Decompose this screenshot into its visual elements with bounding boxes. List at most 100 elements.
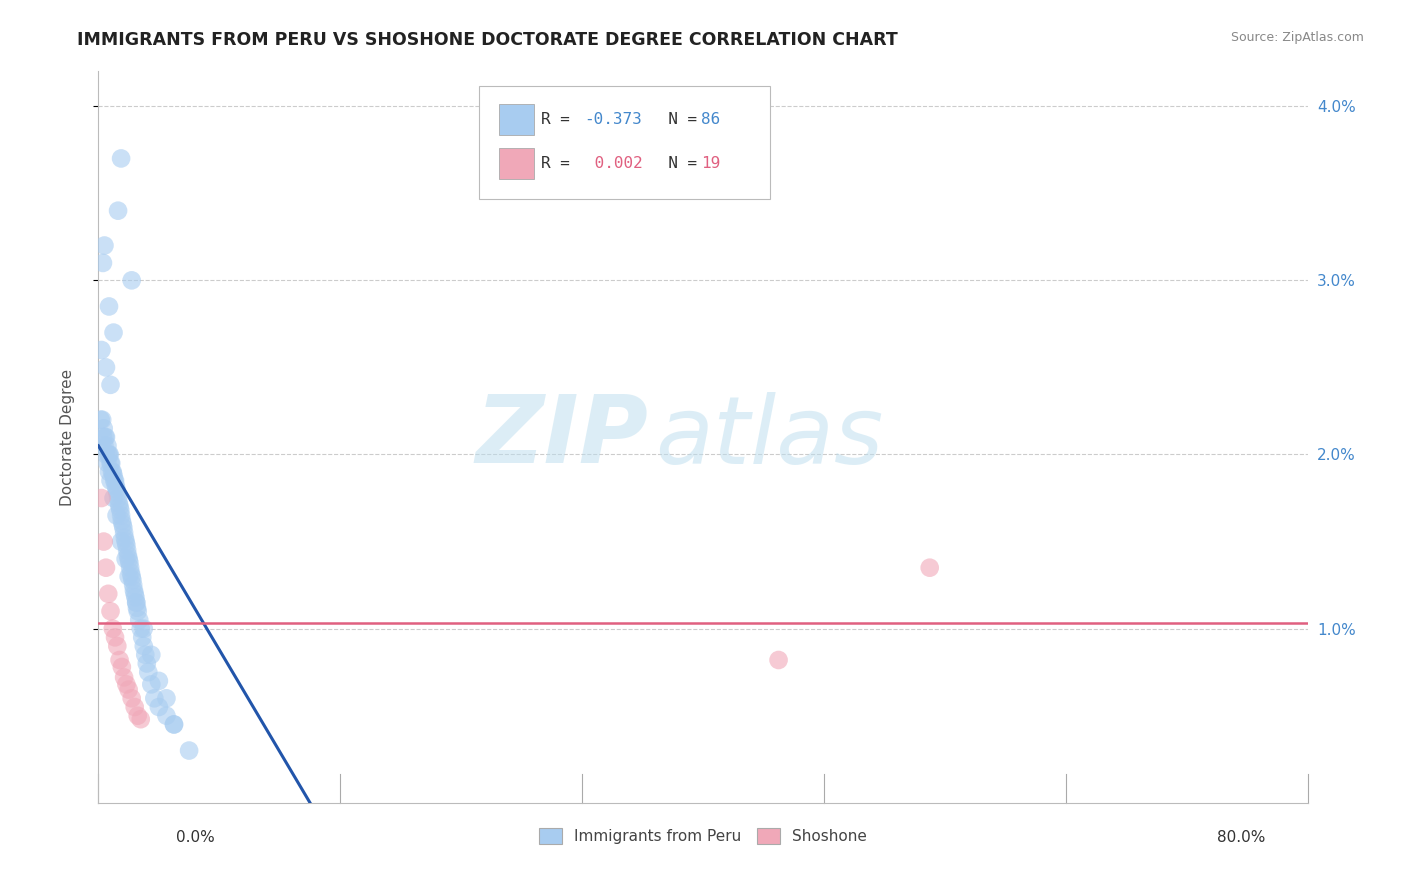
Text: IMMIGRANTS FROM PERU VS SHOSHONE DOCTORATE DEGREE CORRELATION CHART: IMMIGRANTS FROM PERU VS SHOSHONE DOCTORA… xyxy=(77,31,898,49)
Point xyxy=(100,456,122,470)
Point xyxy=(136,665,159,680)
Point xyxy=(104,631,127,645)
Point xyxy=(100,456,122,470)
Point xyxy=(121,569,143,583)
Point xyxy=(110,534,132,549)
Point xyxy=(120,560,142,574)
Point xyxy=(122,578,145,592)
Point xyxy=(104,474,127,488)
Point xyxy=(97,448,120,462)
Point xyxy=(103,468,125,483)
Point xyxy=(129,622,152,636)
Point xyxy=(103,491,125,505)
Text: ZIP: ZIP xyxy=(475,391,648,483)
Text: N =: N = xyxy=(648,112,706,128)
Point xyxy=(91,430,114,444)
Point xyxy=(100,377,122,392)
Point xyxy=(114,531,136,545)
Point xyxy=(110,503,132,517)
Point xyxy=(98,300,121,314)
Point xyxy=(125,595,148,609)
Point xyxy=(103,326,125,340)
Point xyxy=(141,677,163,691)
Point xyxy=(97,587,120,601)
Y-axis label: Doctorate Degree: Doctorate Degree xyxy=(60,368,75,506)
Point xyxy=(112,521,135,535)
Point xyxy=(105,485,128,500)
Text: 0.002: 0.002 xyxy=(585,156,643,171)
Point xyxy=(115,538,138,552)
Point xyxy=(118,682,141,697)
Point xyxy=(101,622,124,636)
Point xyxy=(94,560,117,574)
Point xyxy=(94,360,117,375)
Point xyxy=(118,556,141,570)
Point xyxy=(90,343,112,357)
Point xyxy=(155,691,177,706)
Point xyxy=(98,448,121,462)
Text: atlas: atlas xyxy=(655,392,883,483)
Text: 80.0%: 80.0% xyxy=(1218,830,1265,845)
Point xyxy=(101,465,124,479)
Point xyxy=(117,549,139,563)
Point xyxy=(128,613,150,627)
Point xyxy=(155,708,177,723)
Point xyxy=(127,604,149,618)
Point xyxy=(100,604,122,618)
Point xyxy=(96,456,118,470)
Text: R =: R = xyxy=(541,112,579,128)
Point xyxy=(107,491,129,505)
Point xyxy=(121,273,143,287)
Point xyxy=(143,691,166,706)
Point xyxy=(121,573,143,587)
Point xyxy=(114,552,136,566)
Point xyxy=(118,569,141,583)
Point xyxy=(90,412,112,426)
Text: 19: 19 xyxy=(700,156,720,171)
Point xyxy=(768,653,790,667)
Point xyxy=(105,508,128,523)
Point xyxy=(93,534,115,549)
Point xyxy=(111,517,134,532)
Point xyxy=(125,595,148,609)
Point xyxy=(91,412,114,426)
Point xyxy=(118,552,141,566)
Point xyxy=(108,496,131,510)
Point xyxy=(96,439,118,453)
Text: R =: R = xyxy=(541,156,579,171)
Legend: Immigrants from Peru, Shoshone: Immigrants from Peru, Shoshone xyxy=(533,822,873,850)
Point xyxy=(94,430,117,444)
Point xyxy=(93,439,115,453)
Point xyxy=(107,203,129,218)
Point xyxy=(163,717,186,731)
Point xyxy=(110,152,132,166)
Point xyxy=(104,479,127,493)
Point xyxy=(127,708,149,723)
FancyBboxPatch shape xyxy=(499,104,534,135)
Point xyxy=(124,591,146,605)
Point xyxy=(90,491,112,505)
Point xyxy=(148,700,170,714)
Text: N =: N = xyxy=(648,156,706,171)
Point xyxy=(114,534,136,549)
Point xyxy=(103,474,125,488)
Point xyxy=(132,622,155,636)
Point xyxy=(115,677,138,691)
Point xyxy=(111,660,134,674)
Point xyxy=(94,448,117,462)
FancyBboxPatch shape xyxy=(479,86,769,200)
Point xyxy=(101,465,124,479)
Point xyxy=(93,421,115,435)
Text: -0.373: -0.373 xyxy=(585,112,643,128)
Point xyxy=(131,631,153,645)
Point xyxy=(112,525,135,540)
Point xyxy=(163,717,186,731)
Point xyxy=(108,500,131,514)
Point xyxy=(135,657,157,671)
FancyBboxPatch shape xyxy=(499,148,534,179)
Text: 86: 86 xyxy=(700,112,720,128)
Point xyxy=(148,673,170,688)
Point xyxy=(179,743,201,757)
Point xyxy=(111,514,134,528)
Point xyxy=(918,560,941,574)
